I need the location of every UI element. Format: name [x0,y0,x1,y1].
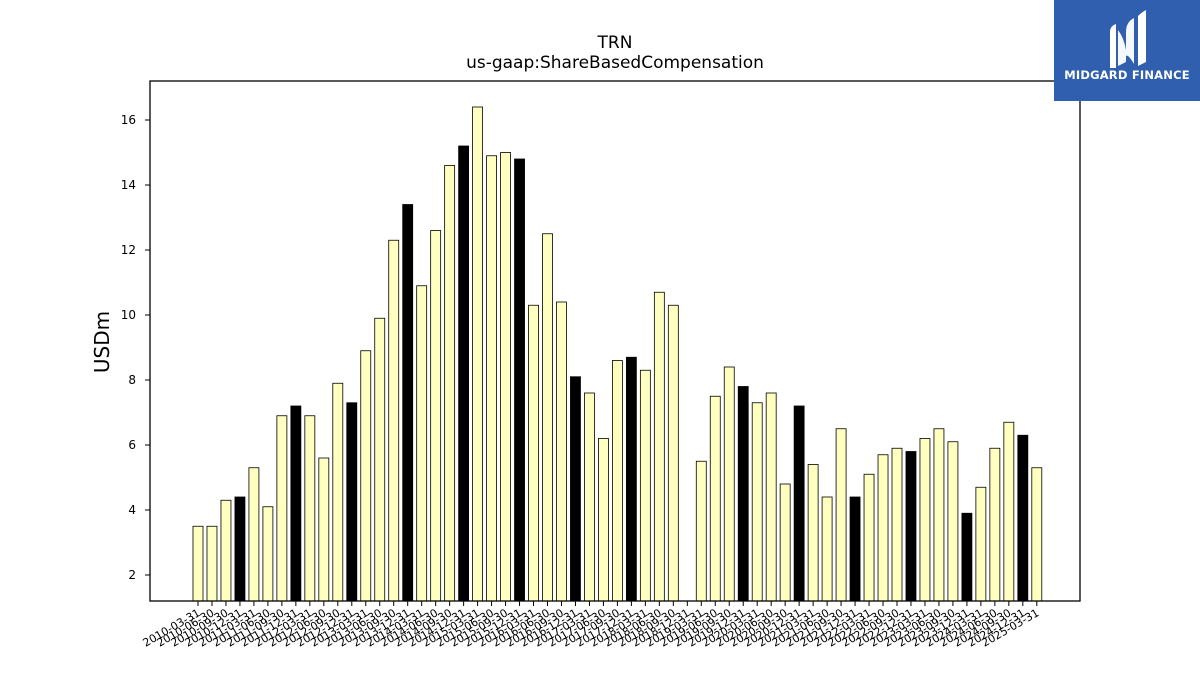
bar-2011-03-31 [248,467,260,602]
bar-2022-03-31 [863,473,875,602]
bar-2010-06-30 [206,525,218,602]
chart-title: TRN [597,33,633,53]
bar-2012-06-30 [318,457,330,602]
bar-2016-09-30 [556,301,567,602]
bar-2014-06-30 [430,230,442,602]
bar-2024-09-30 [1003,421,1015,602]
y-tick-label: 8 [128,373,136,387]
brand-name: MIDGARD FINANCE [1064,68,1190,82]
bar-2010-03-31 [192,525,204,602]
bar-2021-06-30 [821,496,833,602]
bar-2014-09-30 [444,165,456,602]
bar-2015-03-31 [472,106,484,602]
logo-mark-icon [1110,10,1146,68]
bar-2016-03-31 [528,304,539,602]
bar-2017-12-31 [625,356,637,602]
bar-2016-12-31 [570,376,581,602]
y-tick-label: 6 [128,438,136,452]
bar-2014-03-31 [416,285,428,602]
bar-2011-12-31 [290,405,302,602]
y-tick-label: 2 [128,568,136,582]
brand-logo: MIDGARD FINANCE [1054,0,1200,101]
plot-frame [149,80,1081,602]
bar-2013-12-31 [402,204,414,602]
bar-2024-03-31 [975,486,987,602]
bar-2012-12-31 [346,402,358,602]
bar-2015-09-30 [500,152,511,602]
x-axis: 2010-03-312010-06-302010-09-302010-12-31… [141,601,1041,650]
bar-2022-09-30 [891,447,903,602]
bar-2023-06-30 [933,428,945,602]
chart-subtitle: us-gaap:ShareBasedCompensation [466,53,764,73]
bar-2019-12-31 [737,386,749,602]
bar-2017-06-30 [598,438,609,602]
bar-2015-06-30 [486,155,497,602]
y-tick-label: 12 [121,243,136,257]
bar-2015-12-31 [514,158,525,602]
bar-2018-06-30 [653,291,665,602]
bar-2010-12-31 [234,496,246,602]
bar-2016-06-30 [542,233,553,602]
y-tick-label: 4 [128,503,136,517]
bar-2019-03-31 [695,460,707,602]
bar-2017-09-30 [612,360,623,602]
bar-2020-03-31 [751,402,763,602]
bar-2019-09-30 [723,366,735,602]
y-axis-label: USDm [90,311,114,373]
bar-2023-09-30 [947,441,959,602]
bar-2024-06-30 [989,447,1001,602]
bar-2010-09-30 [220,499,232,602]
bar-2012-09-30 [332,382,344,602]
bar-2020-12-31 [793,405,805,602]
y-tick-label: 10 [121,308,136,322]
bars-group [192,106,1043,602]
bar-2022-06-30 [877,454,889,602]
bar-2013-06-30 [374,317,386,602]
bar-2022-12-31 [905,451,917,602]
bar-2023-12-31 [961,512,973,602]
y-tick-label: 16 [121,113,136,127]
bar-2019-06-30 [709,395,721,602]
bar-2011-09-30 [276,415,288,602]
bar-2014-12-31 [458,145,470,602]
bar-2013-03-31 [360,350,372,602]
bar-2021-03-31 [807,464,819,602]
bar-2024-12-31 [1017,434,1029,602]
bar-2012-03-31 [304,415,316,602]
bar-2020-06-30 [765,392,777,602]
y-tick-label: 14 [121,178,136,192]
bar-2021-09-30 [835,428,847,602]
bar-2025-03-31 [1031,467,1043,602]
y-axis: 2 4 6 8 10 12 14 16 [121,113,150,582]
bar-2021-12-31 [849,496,861,602]
bar-2011-06-30 [262,506,274,602]
bar-2023-03-31 [919,438,931,602]
bar-2020-09-30 [779,483,791,602]
bar-2018-09-30 [667,304,679,602]
bar-2017-03-31 [584,392,595,602]
bar-2013-09-30 [388,239,400,602]
bar-2018-03-31 [639,369,651,602]
